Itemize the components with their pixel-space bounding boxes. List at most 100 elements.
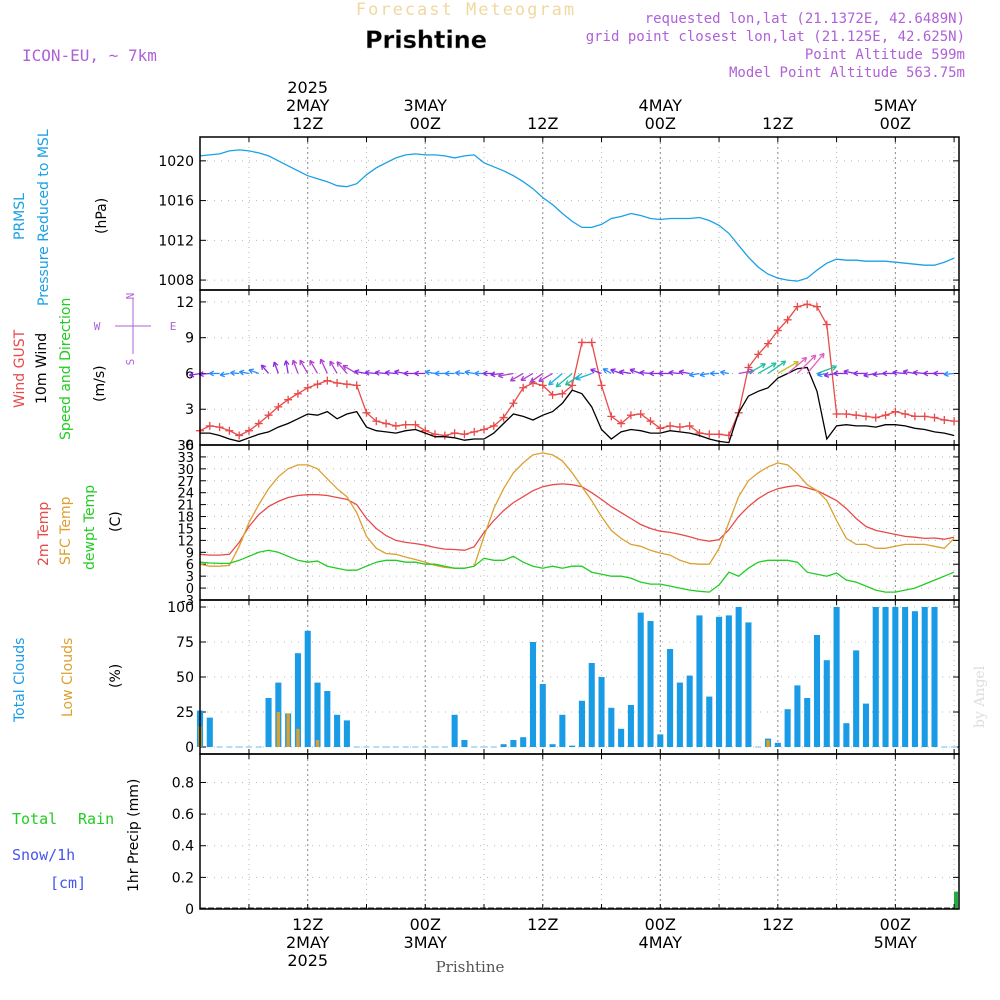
wind-arrow-head — [780, 360, 787, 366]
total-cloud-bar — [520, 737, 527, 747]
total-cloud-bar — [608, 707, 615, 747]
y-tick-label: 0.2 — [172, 870, 194, 886]
total-cloud-bar — [794, 685, 801, 747]
total-cloud-bar — [833, 607, 840, 747]
wind-arrow — [602, 368, 612, 375]
total-cloud-bar — [618, 728, 625, 747]
total-cloud-bar — [647, 621, 654, 747]
panel-grid — [200, 137, 959, 290]
wind-arrow — [668, 371, 680, 375]
gust-marker — [244, 426, 253, 435]
bottom-time-label: 12Z — [762, 915, 793, 934]
wind-arrow — [678, 370, 690, 375]
compass-rose: W E N S — [94, 293, 177, 366]
wind-arrow-head — [823, 371, 830, 378]
gust-marker — [460, 430, 469, 439]
y-tick-label: 12 — [176, 295, 194, 311]
wind-arrow — [806, 352, 825, 374]
wind-arrow — [342, 364, 358, 375]
gust-marker — [764, 339, 773, 348]
bottom-time-label: 00Z — [645, 915, 676, 934]
y-tick-label: -3 — [181, 594, 194, 609]
y-tick-label: 1008 — [158, 273, 194, 289]
total-cloud-bar — [627, 705, 634, 747]
wind-arrow-head — [509, 376, 516, 382]
wind-arrow-head — [610, 368, 616, 374]
y-tick-label: 21 — [177, 499, 194, 514]
total-cloud-bar — [588, 663, 595, 747]
wind-arrow — [610, 369, 622, 375]
gust-marker — [666, 421, 675, 430]
gust-marker — [568, 381, 577, 390]
wind-arrow-head — [923, 370, 929, 377]
wind-arrow-head — [497, 372, 504, 379]
bottom-time-label: 00Z — [880, 915, 911, 934]
gust-marker — [548, 390, 557, 399]
wind-arrow-head — [810, 354, 817, 361]
bottom-time-label: 12Z — [292, 915, 323, 934]
panel-frame — [199, 136, 960, 291]
total-cloud-bar — [862, 703, 869, 747]
wind-arrow-head — [720, 369, 726, 376]
y-tick-label: 30 — [177, 463, 194, 478]
total-cloud-bar — [569, 745, 576, 747]
wind-arrow-head — [602, 368, 609, 374]
compass-label: S — [124, 359, 137, 366]
total-cloud-bar — [657, 734, 664, 747]
requested-coords: requested lon,lat (21.1372E, 42.6489N) — [645, 11, 965, 27]
y-tick-label: 33 — [177, 451, 194, 466]
wind-arrow — [757, 362, 777, 375]
top-time-label: 5MAY — [874, 96, 918, 115]
wind-arrow-head — [843, 369, 849, 375]
y-tick-label: 18 — [177, 511, 194, 526]
wind-arrow-head — [474, 370, 480, 377]
total-cloud-bar — [921, 607, 928, 747]
gust-marker — [489, 421, 498, 430]
wind-arrow-head — [230, 370, 236, 377]
wind-arrow — [555, 372, 573, 388]
wind-label: 10m Wind — [34, 333, 50, 404]
wind-arrow-head — [403, 370, 409, 377]
total-cloud-bar — [294, 653, 301, 747]
precip-total-label: Total — [12, 810, 57, 828]
panel-wind: 036 9 12 W E N S — [94, 289, 960, 454]
model-label: ICON-EU, ~ 7km — [22, 46, 157, 65]
wind-arrow — [538, 372, 553, 382]
total-cloud-bar — [696, 615, 703, 747]
wind-arrow-head — [688, 371, 695, 378]
gust-marker — [940, 415, 949, 424]
gust-marker — [871, 413, 880, 422]
compass-label: W — [94, 320, 101, 333]
gust-marker — [264, 411, 273, 420]
panel-precip: 0 0.2 0.4 0.6 0.8 — [172, 753, 960, 918]
wind-arrow-head — [629, 368, 636, 374]
y-tick-label: 0 — [186, 582, 194, 597]
wind-arrow-head — [444, 370, 450, 377]
wind-arrow — [639, 371, 651, 375]
top-time-label: 00Z — [645, 114, 676, 133]
gust-marker — [617, 419, 626, 428]
total-cloud-bar — [725, 615, 732, 747]
gust-marker — [950, 417, 959, 426]
y-tick-label: 0 — [185, 438, 194, 454]
total-cloud-bar — [265, 698, 272, 747]
gust-marker — [861, 412, 870, 421]
wind-arrow — [689, 372, 700, 376]
bottom-time-label: 2MAY — [286, 933, 330, 952]
compass-label: E — [170, 320, 177, 333]
wind-arrow — [817, 372, 827, 376]
point-altitude: Point Altitude 599m — [805, 47, 965, 63]
clouds-unit: (%) — [108, 664, 124, 688]
wind-arrow-head — [374, 369, 380, 376]
wind-arrow — [320, 358, 328, 374]
gust-marker — [881, 411, 890, 420]
total-cloud-bar — [882, 607, 889, 747]
gust-marker — [391, 421, 400, 430]
wind-arrow — [354, 370, 367, 375]
y-tick-label: 1020 — [158, 154, 194, 170]
wind-arrow — [590, 368, 602, 375]
total-cloud-bar — [539, 684, 546, 747]
total-cloud-bar — [676, 682, 683, 747]
total-cloud-bar — [745, 622, 752, 747]
